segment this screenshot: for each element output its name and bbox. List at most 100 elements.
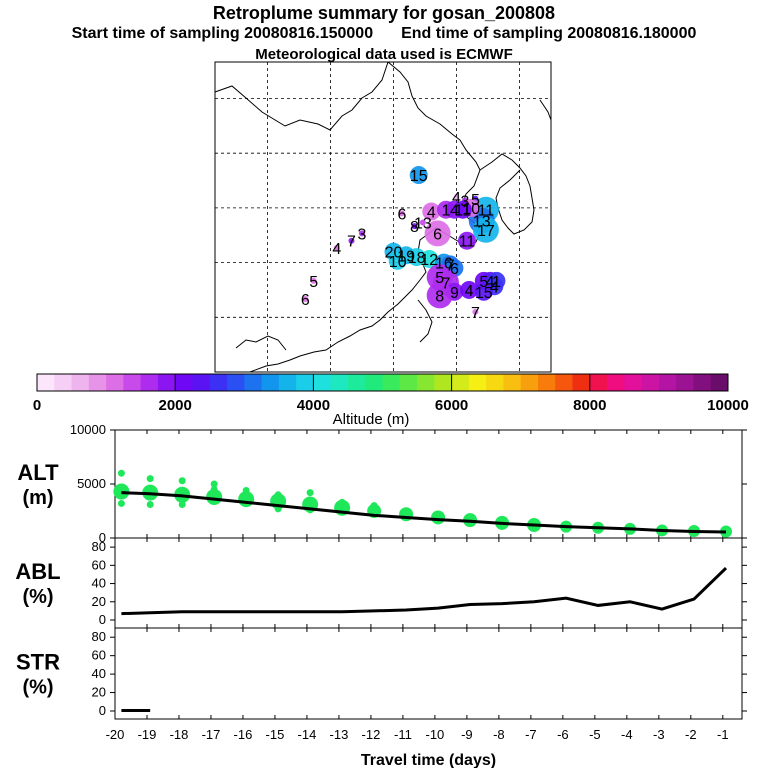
trajectory-day-label: 7 xyxy=(471,305,480,322)
y-tick-label: 40 xyxy=(92,666,106,681)
trajectory-day-label: 6 xyxy=(450,261,459,278)
alt-point xyxy=(146,475,154,483)
y-axis-label: (%) xyxy=(22,677,53,699)
start-time: Start time of sampling 20080816.150000 xyxy=(71,25,374,42)
panel-frame xyxy=(114,537,743,629)
panel-frame xyxy=(114,429,743,539)
trajectory-marker xyxy=(472,308,479,315)
colorbar-cell xyxy=(537,374,556,391)
x-tick-label: -2 xyxy=(685,727,697,742)
x-tick-label: -15 xyxy=(266,727,285,742)
alt-point xyxy=(178,501,186,509)
colorbar-cell xyxy=(209,374,228,391)
trajectory-day-label: 6 xyxy=(397,206,406,223)
trajectory-day-label: 9 xyxy=(450,285,459,302)
trajectory-marker xyxy=(453,193,460,200)
x-tick-label: -9 xyxy=(461,727,473,742)
trajectory-day-label: 3 xyxy=(358,226,367,243)
alt-point xyxy=(117,499,125,507)
trajectory-marker xyxy=(422,202,441,221)
alt-point xyxy=(146,501,154,509)
colorbar-cell xyxy=(417,374,435,391)
trajectory-marker xyxy=(453,200,472,219)
trajectory-marker xyxy=(359,230,365,237)
trajectory-day-label: 11 xyxy=(459,234,476,251)
x-tick-label: -17 xyxy=(202,727,221,742)
x-tick-label: -8 xyxy=(493,727,505,742)
trajectory-day-label: 20 xyxy=(385,245,403,262)
alt-mean-point xyxy=(238,491,255,508)
x-tick-label: -20 xyxy=(106,727,125,742)
colorbar-cell xyxy=(261,374,280,391)
y-axis-label: ABL xyxy=(15,559,60,584)
trajectory-day-label: 11 xyxy=(454,203,471,220)
trajectory-day-label: 11 xyxy=(478,203,495,220)
colorbar-cell xyxy=(468,374,487,391)
page-title: Retroplume summary for gosan_200808 xyxy=(212,3,556,23)
trajectory-day-label: 8 xyxy=(435,288,444,305)
trajectory-day-label: 18 xyxy=(408,250,426,267)
colorbar-cell xyxy=(693,374,712,391)
trajectory-marker xyxy=(398,210,405,217)
alt-point xyxy=(178,477,186,485)
colorbar-cell xyxy=(347,374,366,391)
colorbar-cell xyxy=(607,374,625,391)
alt-mean-point xyxy=(113,483,130,500)
trajectory-day-label: 4 xyxy=(450,203,459,220)
trajectory-day-label: 10 xyxy=(389,254,407,271)
trajectory-marker xyxy=(409,166,428,185)
x-tick-label: -11 xyxy=(394,727,412,742)
x-tick-label: -14 xyxy=(298,727,317,742)
x-tick-label: -16 xyxy=(234,727,253,742)
trajectory-day-label: 19 xyxy=(397,248,415,265)
colorbar-tick-label: 0 xyxy=(33,397,41,414)
map-grid xyxy=(215,62,551,372)
trajectory-day-label: 8 xyxy=(410,219,419,236)
y-tick-label: 0 xyxy=(99,612,106,627)
y-tick-label: 40 xyxy=(92,576,106,591)
colorbar-cell xyxy=(555,374,573,391)
met-data-note: Meteorological data used is ECMWF xyxy=(255,46,513,63)
colorbar-cell xyxy=(572,374,591,391)
y-tick-label: 10000 xyxy=(70,422,106,437)
trajectory-marker xyxy=(458,231,476,250)
trajectory-day-label: 7 xyxy=(347,234,356,251)
trajectory-marker xyxy=(411,223,418,230)
colorbar-cell xyxy=(227,374,245,391)
trajectory-marker xyxy=(348,237,355,244)
trajectory-day-label: 4 xyxy=(490,279,499,296)
trajectory-day-label: 17 xyxy=(477,223,495,240)
y-tick-label: 80 xyxy=(92,629,106,644)
trajectory-day-label: 5 xyxy=(309,274,318,291)
y-tick-label: 60 xyxy=(92,648,106,663)
trajectory-marker xyxy=(419,219,426,226)
colorbar-cell xyxy=(434,374,452,391)
colorbar-cell xyxy=(365,374,383,391)
colorbar-cell xyxy=(278,374,297,391)
trajectory-marker xyxy=(420,249,439,268)
colorbar-cell xyxy=(192,374,211,391)
x-tick-label: -4 xyxy=(621,727,633,742)
alt-point xyxy=(306,489,314,497)
x-tick-label: -13 xyxy=(330,727,349,742)
trajectory-day-label: 4 xyxy=(486,274,495,291)
trajectory-day-label: 4 xyxy=(452,190,461,207)
trajectory-marker xyxy=(310,277,317,284)
y-tick-label: 60 xyxy=(92,557,106,572)
trajectory-marker xyxy=(460,280,479,299)
colorbar-cell xyxy=(330,374,349,391)
x-tick-label: -5 xyxy=(589,727,601,742)
colorbar-cell xyxy=(313,374,332,391)
trajectory-day-label: 6 xyxy=(301,292,310,309)
trajectory-day-label: 1 xyxy=(492,274,501,291)
trajectory-day-label: 4 xyxy=(332,241,341,258)
colorbar-cell xyxy=(106,374,124,391)
trajectory-day-label: 6 xyxy=(433,226,442,243)
alt-median-line xyxy=(121,491,727,534)
x-tick-label: -10 xyxy=(425,727,444,742)
colorbar-ticks: 0 2000 4000 6000 8000 10000 xyxy=(33,374,749,414)
colorbar-cell xyxy=(88,374,107,391)
sampling-times: Start time of sampling 20080816.150000 En… xyxy=(0,25,768,43)
colorbar-cell xyxy=(658,374,677,391)
